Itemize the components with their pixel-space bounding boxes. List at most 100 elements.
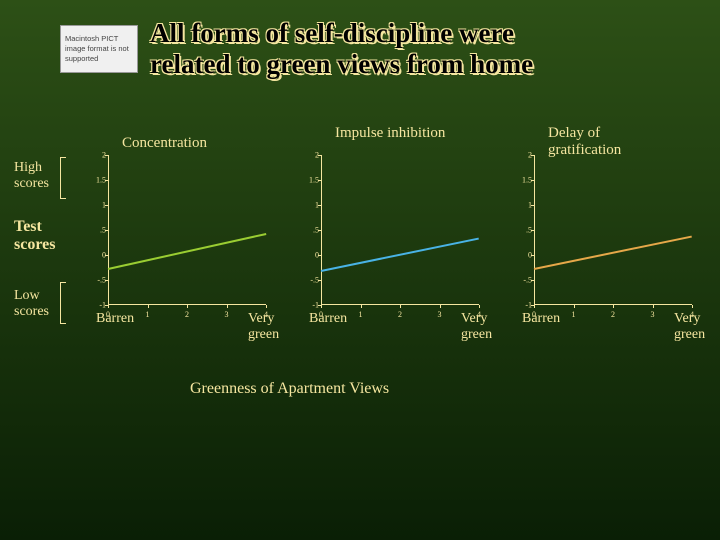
y-tick-label: 0	[88, 251, 106, 260]
x-tick-mark	[148, 305, 149, 308]
x-tick-label: 1	[146, 310, 150, 319]
y-tick-mark	[531, 155, 534, 156]
y-tick-label: .5	[514, 226, 532, 235]
chart-0: Concentration-1-.50.511.5201234BarrenVer…	[108, 155, 293, 305]
y-tick-label: 1	[301, 201, 319, 210]
x-label-barren: Barren	[96, 311, 134, 327]
y-tick-mark	[105, 155, 108, 156]
y-tick-label: 0	[301, 251, 319, 260]
y-tick-mark	[531, 255, 534, 256]
x-tick-mark	[692, 305, 693, 308]
y-tick-label: .5	[88, 226, 106, 235]
chart-title-2: Delay ofgratification	[548, 125, 698, 158]
low-scores-text: scores	[14, 304, 49, 319]
y-tick-mark	[105, 255, 108, 256]
low-bracket	[60, 282, 66, 324]
header: Macintosh PICT image format is not suppo…	[0, 0, 720, 90]
high-bracket	[60, 157, 66, 199]
trend-line-0	[108, 233, 266, 270]
chart-canvas-2: -1-.50.511.5201234	[534, 155, 692, 305]
x-tick-mark	[613, 305, 614, 308]
y-tick-label: 1	[88, 201, 106, 210]
y-tick-label: 1.5	[88, 176, 106, 185]
chart-2: Delay ofgratification-1-.50.511.5201234B…	[534, 155, 719, 305]
x-label-very-green: Verygreen	[248, 311, 279, 343]
x-tick-label: 1	[359, 310, 363, 319]
x-tick-mark	[266, 305, 267, 308]
pict-text: Macintosh PICT image format is not suppo…	[65, 34, 133, 63]
y-tick-label: -1	[301, 301, 319, 310]
high-text: High	[14, 160, 42, 175]
page-title: All forms of self-discipline were relate…	[150, 18, 533, 80]
y-axis	[108, 155, 109, 305]
x-label-barren: Barren	[309, 311, 347, 327]
title-line-2: related to green views from home	[150, 49, 533, 79]
x-tick-label: 1	[572, 310, 576, 319]
y-tick-label: -.5	[301, 276, 319, 285]
y-axis	[534, 155, 535, 305]
x-tick-label: 2	[185, 310, 189, 319]
trend-line-1	[321, 238, 479, 272]
x-tick-mark	[108, 305, 109, 308]
low-text: Low	[14, 288, 40, 303]
y-tick-mark	[318, 230, 321, 231]
y-tick-label: 2	[301, 151, 319, 160]
chart-canvas-0: -1-.50.511.5201234	[108, 155, 266, 305]
y-axis	[321, 155, 322, 305]
charts-container: Concentration-1-.50.511.5201234BarrenVer…	[108, 155, 719, 305]
y-tick-mark	[531, 280, 534, 281]
y-tick-mark	[105, 205, 108, 206]
y-tick-label: 1.5	[301, 176, 319, 185]
x-tick-label: 3	[651, 310, 655, 319]
y-tick-label: -1	[88, 301, 106, 310]
y-tick-mark	[318, 180, 321, 181]
high-scores-text: scores	[14, 176, 49, 191]
chart-title-0: Concentration	[122, 135, 207, 152]
y-tick-mark	[531, 180, 534, 181]
y-tick-mark	[531, 205, 534, 206]
y-tick-mark	[105, 230, 108, 231]
x-tick-mark	[653, 305, 654, 308]
x-tick-mark	[187, 305, 188, 308]
title-line-1: All forms of self-discipline were	[150, 18, 514, 48]
y-tick-label: .5	[301, 226, 319, 235]
test-scores-label: Test scores	[14, 218, 55, 254]
y-tick-label: 2	[514, 151, 532, 160]
y-tick-mark	[105, 280, 108, 281]
pict-placeholder: Macintosh PICT image format is not suppo…	[60, 25, 138, 73]
chart-title-1: Impulse inhibition	[335, 125, 485, 142]
y-tick-label: 1	[514, 201, 532, 210]
chart-canvas-1: -1-.50.511.5201234	[321, 155, 479, 305]
y-tick-mark	[318, 205, 321, 206]
x-tick-mark	[400, 305, 401, 308]
x-label-very-green: Verygreen	[461, 311, 492, 343]
x-axis-master-label: Greenness of Apartment Views	[190, 380, 389, 398]
y-tick-label: 1.5	[514, 176, 532, 185]
x-label-very-green: Verygreen	[674, 311, 705, 343]
x-tick-label: 3	[225, 310, 229, 319]
x-tick-mark	[440, 305, 441, 308]
y-tick-mark	[318, 155, 321, 156]
test-text: Test	[14, 218, 42, 235]
test-scores-text: scores	[14, 236, 55, 253]
y-tick-mark	[531, 230, 534, 231]
x-label-barren: Barren	[522, 311, 560, 327]
x-tick-mark	[227, 305, 228, 308]
x-tick-mark	[479, 305, 480, 308]
high-scores-label: High scores	[14, 160, 49, 192]
x-tick-label: 2	[611, 310, 615, 319]
low-scores-label: Low scores	[14, 288, 49, 320]
x-tick-label: 3	[438, 310, 442, 319]
y-tick-label: 0	[514, 251, 532, 260]
y-tick-mark	[105, 180, 108, 181]
y-tick-label: -.5	[88, 276, 106, 285]
y-tick-mark	[318, 280, 321, 281]
chart-1: Impulse inhibition-1-.50.511.5201234Barr…	[321, 155, 506, 305]
y-tick-label: 2	[88, 151, 106, 160]
x-tick-label: 2	[398, 310, 402, 319]
x-tick-mark	[321, 305, 322, 308]
y-tick-mark	[318, 255, 321, 256]
trend-line-2	[534, 235, 692, 269]
x-tick-mark	[534, 305, 535, 308]
y-tick-label: -.5	[514, 276, 532, 285]
